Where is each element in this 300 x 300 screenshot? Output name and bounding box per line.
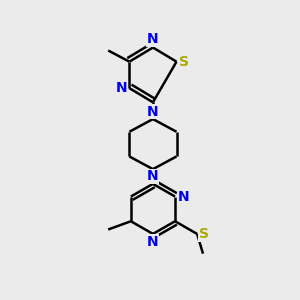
- Text: N: N: [115, 81, 127, 95]
- Text: N: N: [147, 169, 159, 184]
- Text: S: S: [199, 227, 208, 241]
- Text: N: N: [178, 190, 189, 203]
- Text: N: N: [147, 105, 159, 119]
- Text: N: N: [147, 235, 159, 249]
- Text: S: S: [179, 55, 189, 69]
- Text: N: N: [147, 32, 159, 46]
